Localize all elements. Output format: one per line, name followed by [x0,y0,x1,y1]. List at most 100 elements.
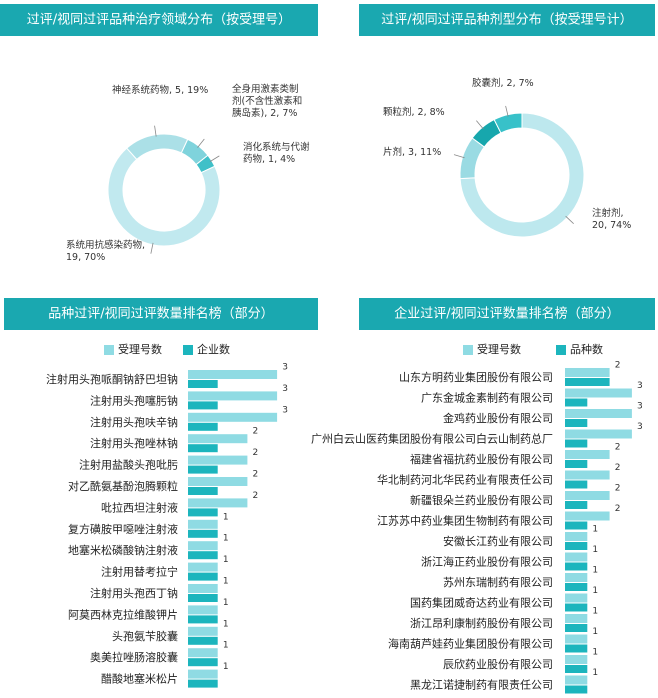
bar [565,552,588,562]
value-label: 1 [223,512,229,522]
legend-swatch [183,345,193,355]
leader-line [453,154,465,159]
leader-line [154,125,157,137]
value-label: 2 [253,491,259,501]
category-label: 辰欣药业股份有限公司 [443,657,553,671]
bar [188,572,218,581]
category-label: 复方磺胺甲噁唑注射液 [68,522,178,536]
bar [188,636,218,645]
category-label: 山东方明药业集团股份有限公司 [399,370,553,384]
bar [188,380,218,388]
slice-label: 全身用激素类制剂(不含性激素和胰岛素), 2, 7% [232,84,303,119]
value-label: 1 [223,619,229,629]
category-label: 吡拉西坦注射液 [101,500,178,514]
bar [188,434,248,444]
value-label: 1 [223,555,229,565]
value-label: 1 [592,545,598,555]
value-label: 1 [223,662,229,672]
bar [188,594,218,602]
category-label: 醋酸地塞米松片 [101,672,178,686]
category-label: 注射用头孢唑林钠 [90,436,178,450]
value-label: 3 [282,405,288,415]
value-label: 2 [615,463,621,473]
legend-label: 受理号数 [118,343,162,356]
category-label: 新疆银朵兰药业股份有限公司 [410,493,553,507]
chart-title: 企业过评/视同过评数量排名榜（部分） [394,306,619,322]
bar [565,655,588,664]
value-label: 3 [282,363,288,373]
category-label: 广州白云山医药集团股份有限公司白云山制药总厂 [311,432,553,446]
bar [188,551,218,560]
leader-line [565,215,574,225]
value-label: 1 [223,577,229,587]
legend-swatch [556,345,566,355]
bar [188,626,218,636]
value-label: 2 [615,504,621,514]
bar [565,675,588,685]
bar [565,419,588,427]
category-label: 注射用替考拉宁 [101,565,178,579]
leader-line [505,105,509,117]
title-banner [0,4,318,36]
category-label: 阿莫西林克拉维酸钾片 [68,607,178,621]
value-label: 1 [592,668,598,678]
category-label: 注射用头孢呋辛钠 [90,415,178,429]
slice-label: 颗粒剂, 2, 8% [383,107,445,118]
value-label: 1 [592,627,598,637]
bar [188,465,218,474]
donut-slice [126,133,189,161]
bar [188,584,218,593]
category-label: 注射用头孢噻肟钠 [90,393,178,407]
value-label: 2 [615,484,621,494]
legend-swatch [463,345,473,355]
category-label: 注射用头孢西丁钠 [90,586,178,600]
bar [565,388,632,398]
bar [565,491,610,500]
bar [565,685,588,694]
slice-label: 片剂, 3, 11% [383,147,442,158]
leader-line [150,242,154,254]
value-label: 2 [253,470,259,480]
bar [188,498,248,508]
bar [565,521,588,530]
category-label: 奥美拉唑肠溶胶囊 [90,650,178,664]
bar [565,583,588,591]
bar [565,501,588,509]
bar [565,593,588,603]
bar [188,477,248,486]
bar [188,648,218,658]
bar [565,460,588,468]
bar [565,573,588,582]
bar [565,450,610,459]
bar [188,669,218,679]
leader-line [197,138,205,148]
value-label: 1 [223,598,229,608]
bar [565,378,610,386]
value-label: 1 [592,586,598,596]
category-label: 海南葫芦娃药业集团股份有限公司 [388,637,553,651]
category-label: 安徽长江药业有限公司 [443,534,553,548]
chart-title: 过评/视同过评品种剂型分布（按受理号计） [381,13,632,28]
title-banner [359,298,655,330]
category-label: 注射用头孢哌酮钠舒巴坦钠 [46,372,178,386]
value-label: 1 [592,648,598,658]
title-banner [4,298,318,330]
bar [188,519,218,529]
chart-title: 品种过评/视同过评数量排名榜（部分） [48,306,273,322]
bar [565,409,632,418]
bar [188,605,218,615]
value-label: 2 [615,361,621,371]
legend-swatch [104,345,114,355]
value-label: 2 [615,443,621,453]
chart-title: 过评/视同过评品种治疗领域分布（按受理号） [27,13,291,28]
donut-slice [107,147,221,247]
bar [188,658,218,667]
bar [188,391,278,401]
category-label: 注射用盐酸头孢吡肟 [79,458,178,472]
legend-label: 受理号数 [477,343,521,356]
bar [188,615,218,624]
bar [188,370,278,379]
bar [188,422,218,431]
category-label: 金鸡药业股份有限公司 [443,411,553,425]
